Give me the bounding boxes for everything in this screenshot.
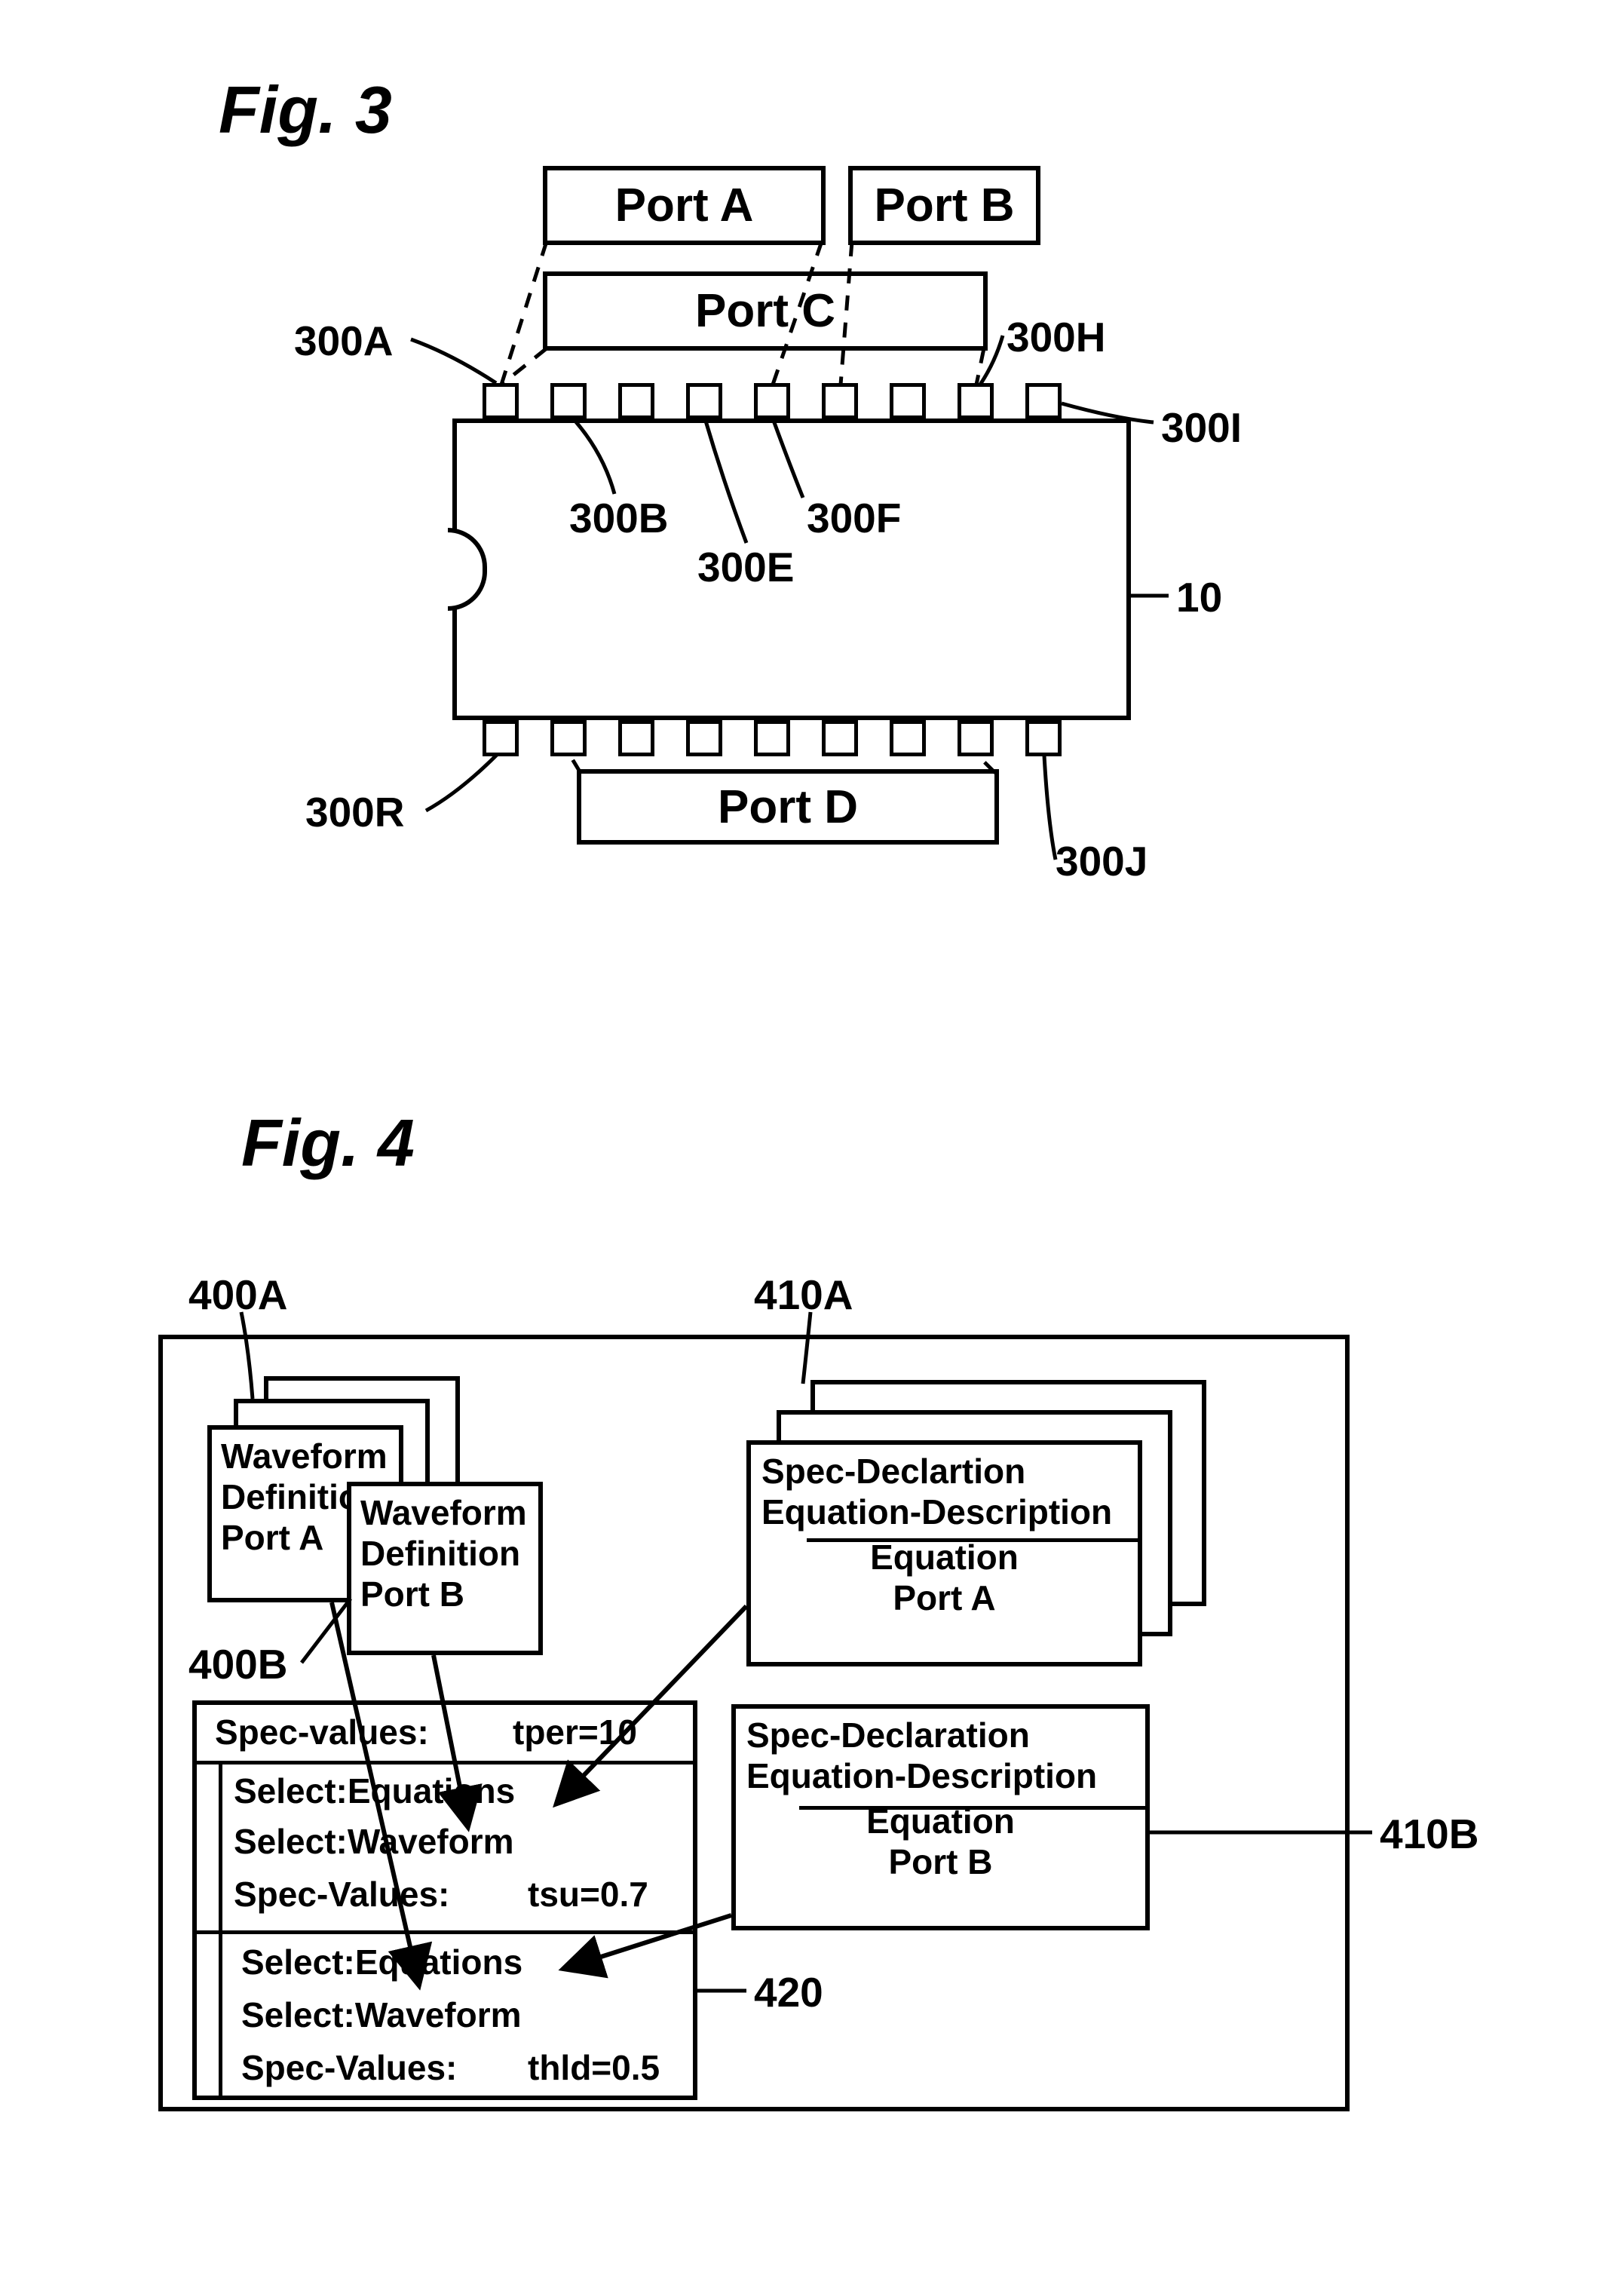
ref-400a: 400A <box>188 1271 287 1319</box>
port-d-box: Port D <box>577 769 999 845</box>
page: Fig. 3 Port A Port B Port C Port D 300A … <box>0 0 1624 2275</box>
port-c-label: Port C <box>695 284 835 338</box>
ref-300h: 300H <box>1007 313 1105 361</box>
row1-right: tper=10 <box>513 1712 637 1752</box>
pin-top-9 <box>1025 383 1062 419</box>
port-a-label: Port A <box>615 179 754 232</box>
ref-420: 420 <box>754 1968 823 2016</box>
pin-bot-6 <box>822 720 858 756</box>
ref-400b: 400B <box>188 1640 287 1688</box>
row2a: Select:Equations <box>234 1771 515 1811</box>
spec-410b-divider <box>799 1806 1150 1810</box>
pin-bot-2 <box>550 720 587 756</box>
ref-410a: 410A <box>754 1271 853 1319</box>
pin-top-6 <box>822 383 858 419</box>
row2b: Select:Waveform <box>234 1821 514 1862</box>
row3b: Select:Waveform <box>241 1994 522 2035</box>
pin-bot-1 <box>483 720 519 756</box>
card-400b-l1: Waveform <box>360 1492 529 1533</box>
pin-top-1 <box>483 383 519 419</box>
pin-bot-5 <box>754 720 790 756</box>
pin-bot-9 <box>1025 720 1062 756</box>
ref-10: 10 <box>1176 573 1222 621</box>
fig4-title: Fig. 4 <box>241 1105 415 1182</box>
row1-left: Spec-values: <box>215 1712 429 1752</box>
port-b-box: Port B <box>848 166 1040 245</box>
pin-top-5 <box>754 383 790 419</box>
card-410b-l1: Spec-Declaration <box>746 1715 1135 1755</box>
card-400b-l2: Definition <box>360 1533 529 1574</box>
pin-top-3 <box>618 383 654 419</box>
card-400a-l1: Waveform <box>221 1436 390 1476</box>
pin-bot-3 <box>618 720 654 756</box>
ref-300j: 300J <box>1056 837 1148 885</box>
row3a: Select:Equations <box>241 1942 522 1982</box>
pin-bot-4 <box>686 720 722 756</box>
pin-top-4 <box>686 383 722 419</box>
ref-300f: 300F <box>807 494 901 542</box>
pin-bot-8 <box>958 720 994 756</box>
waveform-card-400b: Waveform Definition Port B <box>347 1482 543 1655</box>
card-410a-l1: Spec-Declartion <box>761 1451 1127 1492</box>
port-b-label: Port B <box>875 179 1015 232</box>
row2c-left: Spec-Values: <box>234 1874 449 1915</box>
card-410a-l3: Equation <box>761 1537 1127 1577</box>
ref-300a: 300A <box>294 317 393 365</box>
card-400b-l3: Port B <box>360 1574 529 1614</box>
port-a-box: Port A <box>543 166 826 245</box>
spec-410a-divider <box>807 1538 1142 1542</box>
pin-top-8 <box>958 383 994 419</box>
card-410a-l2: Equation-Description <box>761 1492 1127 1532</box>
ref-300r: 300R <box>305 788 404 836</box>
port-c-box: Port C <box>543 271 988 351</box>
ref-300e: 300E <box>697 543 794 591</box>
ref-410b: 410B <box>1380 1810 1478 1858</box>
ref-300b: 300B <box>569 494 668 542</box>
card-410b-l2: Equation-Description <box>746 1755 1135 1796</box>
row3c-left: Spec-Values: <box>241 2047 457 2088</box>
row3c-right: thld=0.5 <box>528 2047 660 2088</box>
pin-bot-7 <box>890 720 926 756</box>
pin-top-7 <box>890 383 926 419</box>
card-410b-l4: Port B <box>746 1841 1135 1882</box>
port-d-label: Port D <box>718 780 858 834</box>
spec-card-410b: Spec-Declaration Equation-Description Eq… <box>731 1704 1150 1930</box>
card-410a-l4: Port A <box>761 1577 1127 1618</box>
pin-top-2 <box>550 383 587 419</box>
ref-300i: 300I <box>1161 403 1242 452</box>
spec-card-410a: Spec-Declartion Equation-Description Equ… <box>746 1440 1142 1666</box>
row2c-right: tsu=0.7 <box>528 1874 648 1915</box>
fig3-title: Fig. 3 <box>219 72 392 149</box>
